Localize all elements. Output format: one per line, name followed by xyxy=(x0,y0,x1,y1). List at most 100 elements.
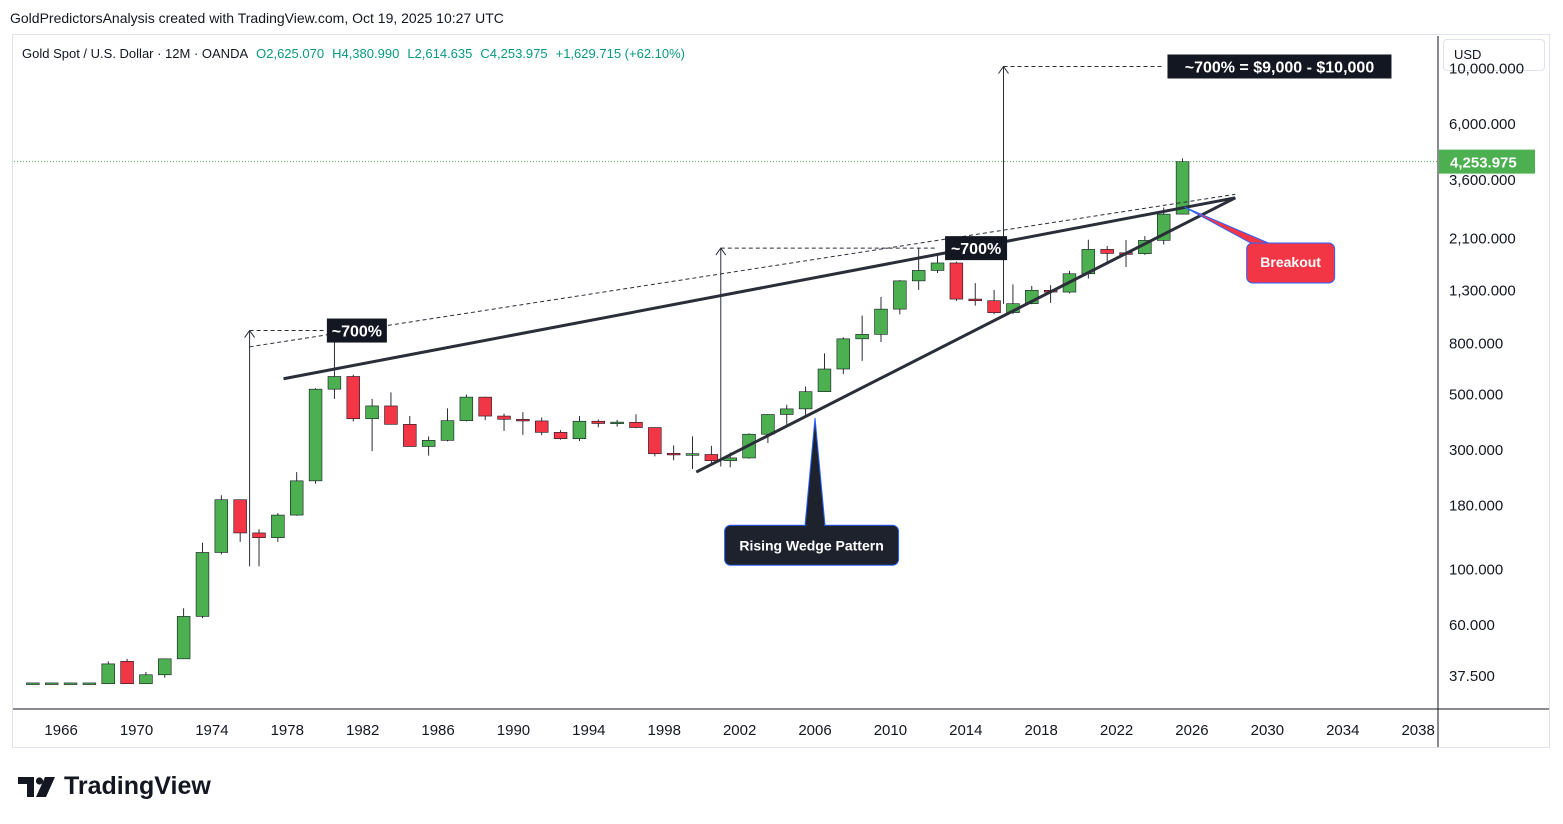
ohlc-open: O2,625.070 xyxy=(256,46,325,61)
wedge-pointer-joint xyxy=(806,524,825,528)
breakout-bubble xyxy=(1246,242,1336,284)
candle-body xyxy=(497,415,511,420)
annotation-label-3: ~700% = $9,000 - $10,000 xyxy=(1185,59,1375,76)
x-tick-label: 2002 xyxy=(723,722,756,739)
candle-body xyxy=(761,414,775,435)
candle-body xyxy=(836,338,851,370)
tradingview-logo[interactable]: TradingView xyxy=(16,772,211,801)
annotation-label-1-box xyxy=(326,318,387,343)
x-tick-label: 2034 xyxy=(1326,722,1359,739)
candle-body xyxy=(666,453,681,456)
candle-body xyxy=(233,499,247,534)
y-tick-label: 800.000 xyxy=(1449,335,1503,352)
candle-body xyxy=(459,396,474,421)
y-tick-label: 300.000 xyxy=(1449,442,1503,459)
x-tick-label: 1966 xyxy=(44,722,77,739)
breakout-label: Breakout xyxy=(1260,254,1321,270)
candle-body xyxy=(82,682,97,685)
wedge-lower-line xyxy=(695,196,1237,474)
candle-body xyxy=(893,280,907,310)
annotations-layer: ~700% ~700% ~700% = $9,000 - $10,000 Breako… xyxy=(14,54,1437,567)
candle-body xyxy=(176,616,191,660)
x-tick-label: 2022 xyxy=(1100,722,1133,739)
x-tick-label: 2038 xyxy=(1401,722,1434,739)
candle-body xyxy=(365,405,379,420)
y-tick-label: 180.000 xyxy=(1449,498,1503,515)
y-tick-label: 10,000.000 xyxy=(1449,61,1524,78)
candle-body xyxy=(704,454,719,462)
candle-body xyxy=(949,262,964,300)
candle-body xyxy=(817,368,832,392)
y-tick-label: 100.000 xyxy=(1449,562,1503,579)
candle-body xyxy=(120,661,134,685)
candle-body xyxy=(911,270,926,282)
x-tick-label: 2006 xyxy=(798,722,831,739)
candle-body xyxy=(855,334,869,340)
candle-body xyxy=(685,453,700,456)
candle-body xyxy=(798,391,813,410)
breakout-pointer xyxy=(1184,206,1271,245)
tradingview-wordmark: TradingView xyxy=(64,772,211,800)
candle-body xyxy=(648,427,662,455)
candle-body xyxy=(44,682,59,685)
candle-body xyxy=(63,682,78,685)
y-tick-label: 37.500 xyxy=(1449,668,1495,685)
annotation-label-2-box xyxy=(945,236,1008,261)
candle-body xyxy=(1100,249,1114,254)
ohlc-close: C4,253.975 xyxy=(480,46,548,61)
candle-body xyxy=(987,300,1001,313)
x-tick-label: 1978 xyxy=(271,722,304,739)
x-tick-label: 1982 xyxy=(346,722,379,739)
candle-body xyxy=(591,420,605,424)
wedge-label: Rising Wedge Pattern xyxy=(739,537,883,553)
x-tick-label: 2030 xyxy=(1251,722,1284,739)
x-tick-label: 1994 xyxy=(572,722,605,739)
candle-body xyxy=(1175,161,1190,215)
ohlc-low: L2,614.635 xyxy=(407,46,473,61)
candles-layer xyxy=(26,158,1190,685)
candle-body xyxy=(610,421,624,425)
projection-dashed-line xyxy=(249,193,1236,348)
candle-body xyxy=(874,308,888,335)
candle-body xyxy=(214,499,229,553)
candle-body xyxy=(572,420,587,439)
candle-body xyxy=(421,440,436,447)
currency-selector[interactable]: USD xyxy=(1443,39,1545,71)
last-price-tag xyxy=(1439,149,1535,174)
candle-body xyxy=(780,408,794,415)
symbol-name[interactable]: Gold Spot / U.S. Dollar · 12M · OANDA xyxy=(22,46,249,61)
x-tick-label: 1990 xyxy=(497,722,530,739)
candle-body xyxy=(629,422,643,428)
symbol-legend: Gold Spot / U.S. Dollar · 12M · OANDA O2… xyxy=(22,46,685,61)
y-tick-label: 500.000 xyxy=(1449,386,1503,403)
candle-body xyxy=(553,432,568,439)
candle-body xyxy=(308,388,323,482)
candle-body xyxy=(440,420,455,441)
x-tick-label: 2026 xyxy=(1175,722,1208,739)
chart-header: GoldPredictorsAnalysis created with Trad… xyxy=(10,10,504,26)
candle-body xyxy=(535,420,549,433)
candle-body xyxy=(252,532,266,539)
candle-body xyxy=(478,396,492,417)
wedge-pointer xyxy=(804,417,826,526)
y-tick-label: 2,100.000 xyxy=(1449,230,1516,247)
annotation-label-2: ~700% xyxy=(951,241,1001,258)
x-tick-label: 1974 xyxy=(195,722,228,739)
candle-body xyxy=(403,424,417,447)
y-tick-label: 60.000 xyxy=(1449,617,1495,634)
candle-body xyxy=(384,405,398,425)
tradingview-logo-icon xyxy=(18,776,55,797)
candle-body xyxy=(26,682,40,685)
candle-body xyxy=(139,674,153,685)
candle-body xyxy=(271,514,285,539)
chart-frame xyxy=(12,34,1550,748)
candle-body xyxy=(158,658,172,676)
axes-layer: 1966 1970 1974 1978 1982 1986 1990 1994 1998 2002… xyxy=(13,36,1549,747)
candle-body xyxy=(516,419,530,422)
candle-body xyxy=(968,298,982,302)
x-tick-label: 2014 xyxy=(949,722,982,739)
last-price-label: 4,253.975 xyxy=(1450,155,1517,172)
ohlc-change: +1,629.715 (+62.10%) xyxy=(555,46,686,61)
y-tick-label: 1,300.000 xyxy=(1449,283,1516,300)
